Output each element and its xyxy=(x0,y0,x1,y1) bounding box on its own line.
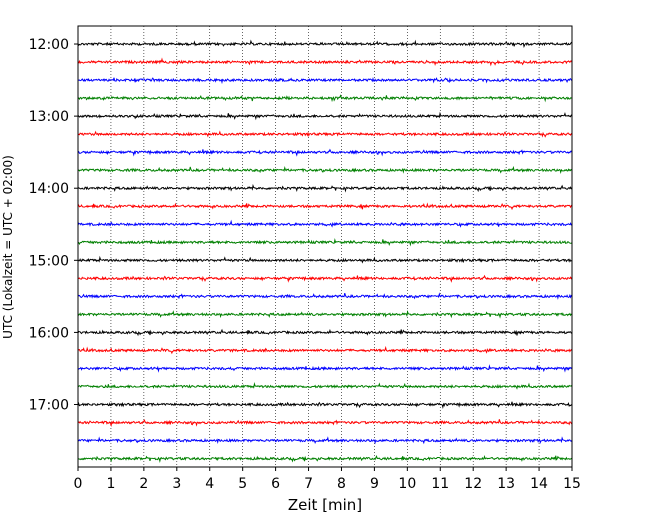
trace-1245 xyxy=(77,94,573,103)
trace-1530 xyxy=(77,292,573,300)
x-tick-label: 7 xyxy=(304,476,313,492)
x-tick-label: 11 xyxy=(431,476,449,492)
y-tick-label: 15:00 xyxy=(29,253,69,269)
trace-1745 xyxy=(77,454,573,464)
trace-1615 xyxy=(77,345,573,355)
x-tick-label: 4 xyxy=(205,476,214,492)
x-tick-label: 5 xyxy=(238,476,247,492)
x-tick-label: 13 xyxy=(497,476,515,492)
trace-1430 xyxy=(77,219,573,228)
trace-1445 xyxy=(77,237,573,247)
x-axis-label: Zeit [min] xyxy=(288,496,362,514)
trace-1200 xyxy=(77,39,573,48)
x-tick-label: 3 xyxy=(172,476,181,492)
x-tick-label: 0 xyxy=(74,476,83,492)
trace-1230 xyxy=(77,76,573,85)
x-tick-label: 14 xyxy=(530,476,548,492)
y-axis-label: UTC (Lokalzeit = UTC + 02:00) xyxy=(1,155,15,339)
y-tick-label: 17:00 xyxy=(29,398,69,414)
x-tick-label: 2 xyxy=(139,476,148,492)
trace-1715 xyxy=(77,418,573,428)
y-axis: 12:00 13:00 14:00 15:00 16:00 17:00 xyxy=(29,37,78,414)
trace-1315 xyxy=(77,130,573,138)
trace-1330 xyxy=(77,148,573,157)
y-tick-label: 16:00 xyxy=(29,325,69,341)
seismic-traces xyxy=(77,39,573,464)
trace-1400 xyxy=(77,183,573,193)
trace-1215 xyxy=(77,57,573,67)
plot-frame xyxy=(77,25,573,468)
x-tick-label: 9 xyxy=(370,476,379,492)
trace-1700 xyxy=(77,401,573,409)
x-tick-label: 12 xyxy=(464,476,482,492)
trace-1600 xyxy=(77,328,573,337)
y-tick-label: 13:00 xyxy=(29,109,69,125)
trace-1500 xyxy=(77,255,573,264)
vertical-grid xyxy=(110,26,540,467)
trace-1630 xyxy=(77,364,573,373)
x-tick-label: 8 xyxy=(337,476,346,492)
trace-1415 xyxy=(77,202,573,211)
x-tick-label: 1 xyxy=(106,476,115,492)
trace-1300 xyxy=(77,111,573,121)
trace-1730 xyxy=(77,436,573,445)
trace-1515 xyxy=(77,274,573,283)
y-tick-label: 14:00 xyxy=(29,181,69,197)
x-tick-label: 10 xyxy=(398,476,416,492)
x-tick-label: 15 xyxy=(563,476,581,492)
x-tick-label: 6 xyxy=(271,476,280,492)
trace-1345 xyxy=(77,165,573,174)
y-tick-label: 12:00 xyxy=(29,37,69,53)
trace-1645 xyxy=(77,381,573,390)
trace-1545 xyxy=(77,310,573,319)
x-axis: 0 1 2 3 4 5 6 7 8 9 10 11 12 13 14 15 xyxy=(74,467,581,492)
